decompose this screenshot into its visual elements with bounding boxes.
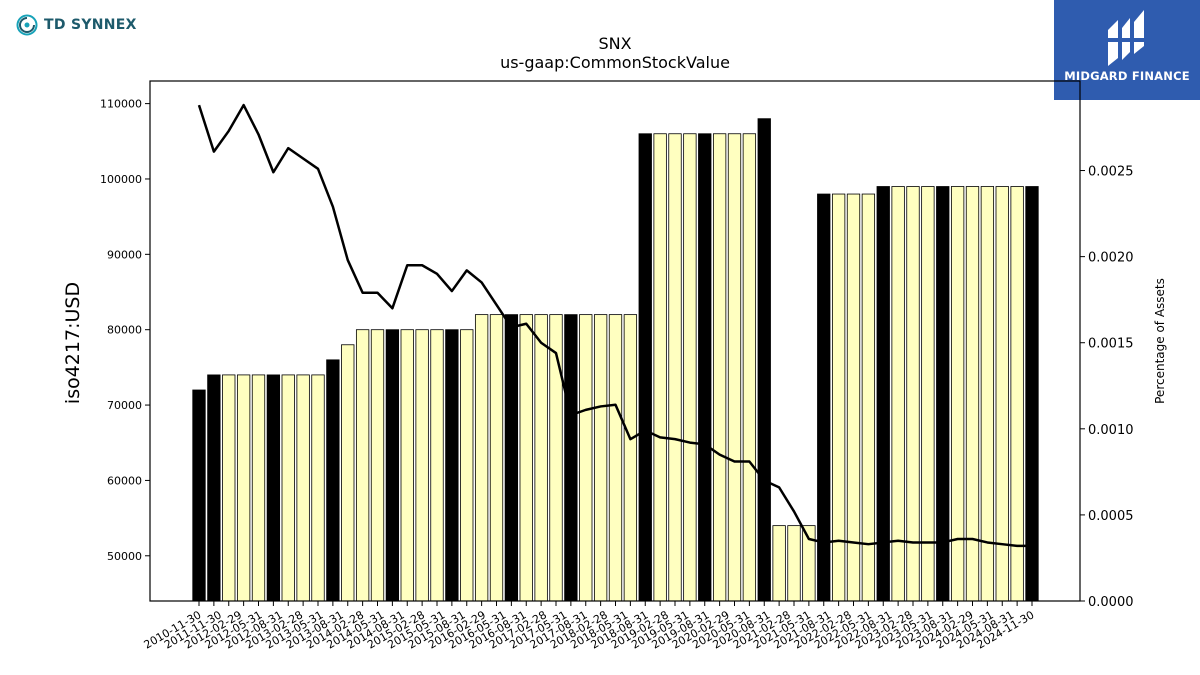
y-tick-label: 90000 xyxy=(107,248,142,261)
bar xyxy=(296,374,310,602)
bar xyxy=(519,314,533,602)
bar xyxy=(876,186,890,602)
y2-tick-label: 0.0020 xyxy=(1088,251,1134,266)
bar xyxy=(430,329,444,602)
bar xyxy=(415,329,429,602)
y2-tick-label: 0.0025 xyxy=(1088,165,1134,180)
bar xyxy=(370,329,385,602)
midgard-finance-logo-icon xyxy=(1106,10,1146,66)
bar xyxy=(504,314,519,602)
bar xyxy=(638,133,652,602)
bar xyxy=(489,314,504,602)
y-tick-label: 80000 xyxy=(107,324,142,337)
bar xyxy=(326,359,340,602)
bar xyxy=(266,374,281,602)
y-axis-label: iso4217:USD xyxy=(62,282,84,404)
bar xyxy=(534,314,548,602)
bar xyxy=(787,525,801,602)
bar xyxy=(355,329,370,602)
bar xyxy=(251,374,266,602)
bar xyxy=(921,186,935,602)
midgard-finance-logo: MIDGARD FINANCE xyxy=(1054,0,1200,100)
bar xyxy=(222,374,236,602)
td-synnex-logo: TD SYNNEX xyxy=(16,14,137,36)
y-tick-label: 110000 xyxy=(100,98,142,111)
y2-tick-label: 0.0010 xyxy=(1088,423,1134,438)
bar xyxy=(623,314,638,602)
bar xyxy=(1010,186,1024,602)
y-tick-label: 60000 xyxy=(107,474,142,487)
bar xyxy=(653,133,667,602)
bar xyxy=(698,133,712,602)
bar xyxy=(906,186,920,602)
midgard-finance-logo-text: MIDGARD FINANCE xyxy=(1064,69,1190,83)
bar xyxy=(474,314,489,602)
bar xyxy=(668,133,682,602)
bar xyxy=(236,374,251,602)
bar xyxy=(593,314,608,602)
bar xyxy=(445,329,459,602)
td-synnex-logo-text: TD SYNNEX xyxy=(44,17,137,33)
bar xyxy=(192,389,206,602)
bar xyxy=(861,193,876,602)
chart-subtitle: us-gaap:CommonStockValue xyxy=(500,53,730,72)
bar xyxy=(1025,186,1039,602)
bar xyxy=(817,193,831,602)
bar xyxy=(564,314,578,602)
bar xyxy=(936,186,950,602)
y-tick-label: 70000 xyxy=(107,399,142,412)
y2-tick-label: 0.0005 xyxy=(1088,509,1134,524)
td-synnex-logo-icon xyxy=(16,14,38,36)
y2-tick-label: 0.0000 xyxy=(1088,595,1134,610)
y2-tick-label: 0.0015 xyxy=(1088,337,1134,352)
bar xyxy=(400,329,414,602)
bar xyxy=(311,374,325,602)
y-tick-label: 50000 xyxy=(107,550,142,563)
series-line xyxy=(197,103,1032,548)
y-tick-label: 100000 xyxy=(100,173,142,186)
bar xyxy=(742,133,757,602)
bar xyxy=(712,133,727,602)
bar xyxy=(341,344,355,602)
bar xyxy=(846,193,861,602)
bar xyxy=(757,118,771,602)
chart-title: SNX xyxy=(598,34,631,53)
bar xyxy=(608,314,623,602)
bar xyxy=(460,329,474,602)
bar xyxy=(385,329,400,602)
bar xyxy=(579,314,593,602)
y2-axis-label: Percentage of Assets xyxy=(1153,278,1167,404)
bar xyxy=(980,186,995,602)
bar xyxy=(727,133,742,602)
bar xyxy=(683,133,697,602)
bar xyxy=(207,374,221,602)
bar xyxy=(281,374,295,602)
bar xyxy=(891,186,905,602)
bar xyxy=(772,525,786,602)
bar xyxy=(995,186,1009,602)
